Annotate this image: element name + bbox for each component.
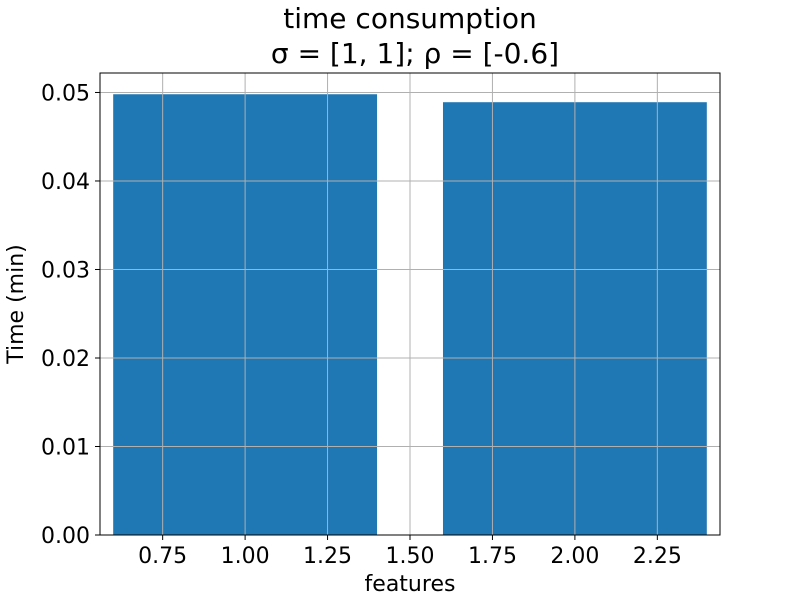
y-tick-label: 0.04 [41,170,90,195]
y-tick-label: 0.00 [41,524,90,549]
x-tick-label: 1.50 [386,544,435,569]
x-tick-label: 2.25 [633,544,682,569]
x-tick-label: 1.25 [303,544,352,569]
x-tick-label: 1.75 [468,544,517,569]
y-axis-label: Time (min) [4,244,29,365]
y-tick-label: 0.01 [41,435,90,460]
chart-title: time consumption [283,2,536,35]
x-axis-label: features [365,572,456,597]
x-tick-label: 1.00 [221,544,270,569]
chart-subtitle: σ = [1, 1]; ρ = [-0.6] [271,37,559,70]
y-tick-label: 0.02 [41,347,90,372]
x-tick-label: 2.00 [550,544,599,569]
y-tick-label: 0.05 [41,81,90,106]
y-tick-label: 0.03 [41,258,90,283]
x-tick-label: 0.75 [138,544,187,569]
